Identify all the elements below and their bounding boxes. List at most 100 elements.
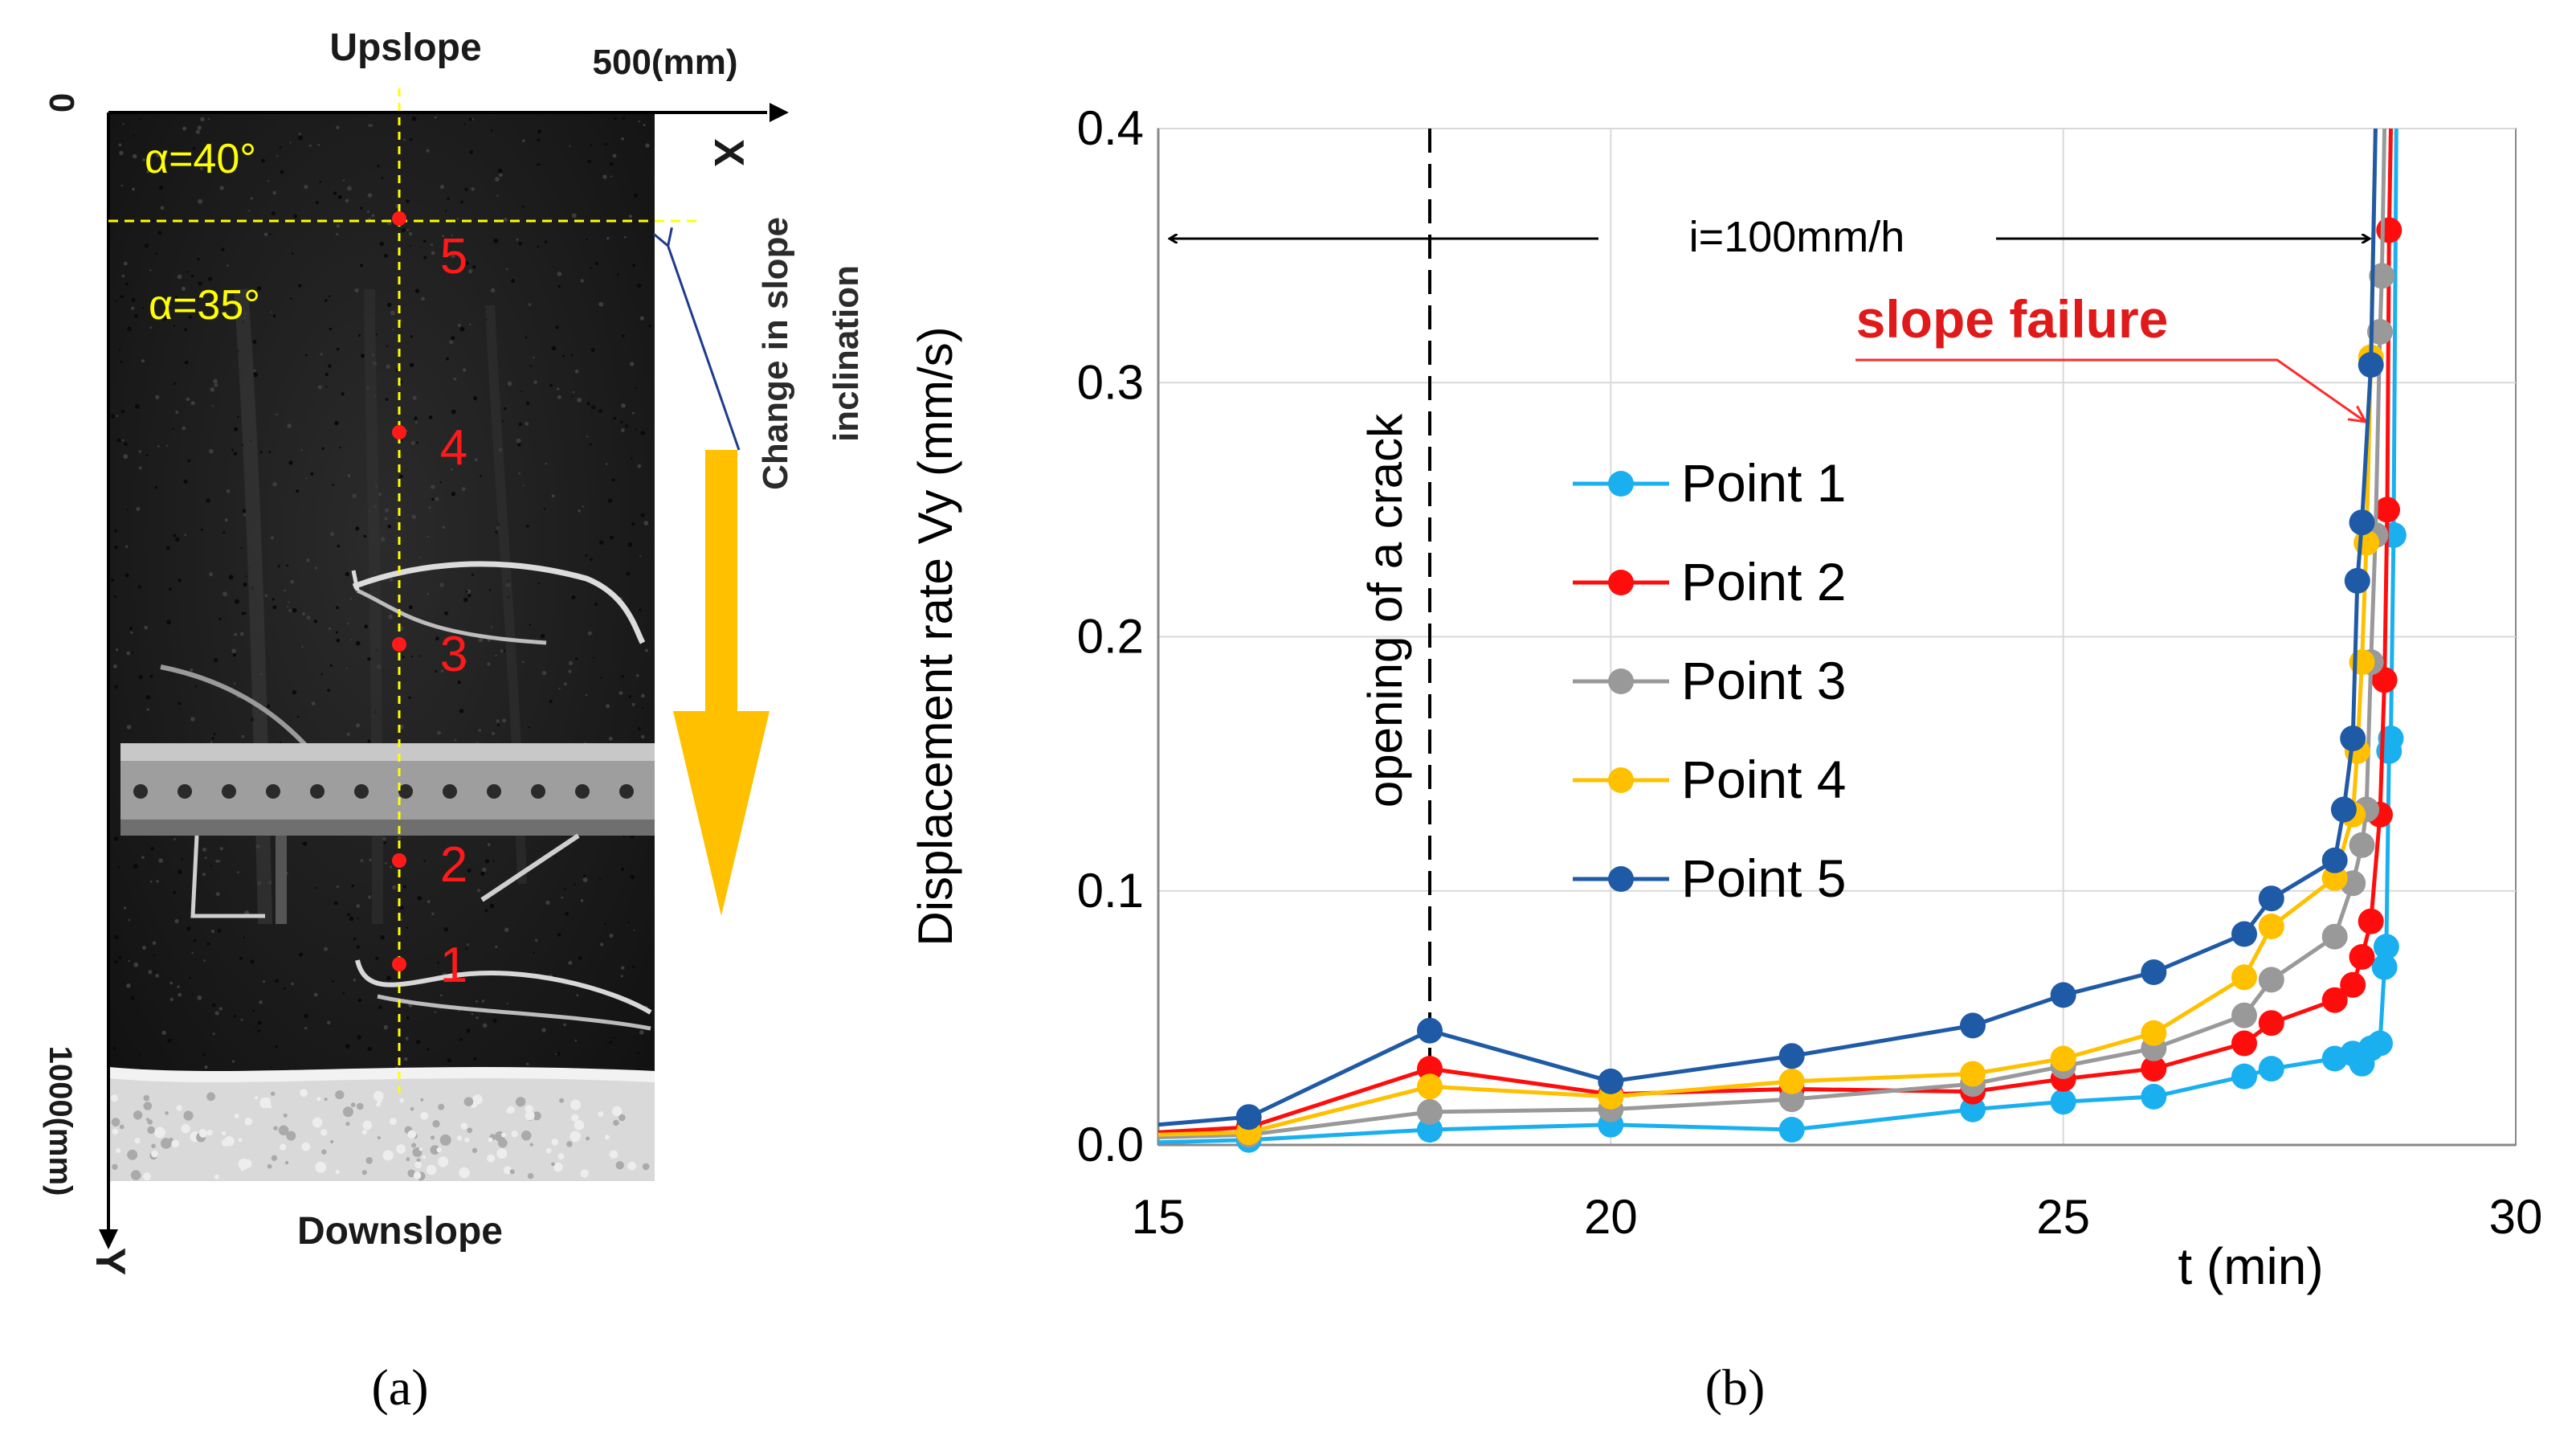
sandbag-grain: [430, 1145, 440, 1155]
tick-labels: 0.0 0.1 0.2 0.3 0.4 15 20 25 30: [1077, 101, 2543, 1244]
soil-grain: [346, 732, 350, 736]
sandbag-grain: [342, 1106, 353, 1118]
soil-grain: [120, 185, 124, 187]
soil-grain: [297, 715, 300, 718]
soil-grain: [174, 918, 179, 924]
soil-grain: [231, 448, 234, 452]
soil-grain: [206, 498, 210, 503]
soil-grain: [582, 505, 584, 508]
soil-grain: [299, 952, 303, 957]
data-point: [2340, 726, 2366, 751]
soil-grain: [437, 961, 439, 964]
soil-grain: [575, 657, 578, 660]
soil-grain: [492, 732, 495, 735]
soil-grain: [408, 605, 413, 610]
soil-grain: [239, 956, 243, 960]
soil-grain: [537, 582, 540, 584]
soil-grain: [248, 210, 251, 212]
soil-grain: [537, 129, 541, 134]
sandbag-grain: [147, 1119, 153, 1125]
soil-grain: [357, 1035, 361, 1040]
soil-grain: [314, 566, 317, 570]
soil-grain: [463, 123, 466, 125]
sandbag-grain: [116, 1147, 121, 1153]
panel-a-photo: 1 2 3 4 5 Upslope Downslope 500(mm) X Y 0 10…: [42, 27, 866, 1416]
soil-grain: [336, 232, 339, 236]
soil-grain: [403, 138, 406, 141]
sandbag-grain: [426, 1164, 437, 1175]
sandbag-grain: [335, 1090, 345, 1100]
soil-grain: [411, 116, 417, 121]
sandbag-grain: [271, 1091, 276, 1096]
soil-grain: [355, 640, 361, 646]
soil-grain: [381, 177, 384, 179]
soil-grain: [288, 601, 290, 603]
soil-grain: [128, 959, 130, 963]
soil-grain: [306, 558, 311, 562]
soil-grain: [232, 653, 237, 657]
soil-grain: [125, 573, 129, 578]
data-point: [1778, 1068, 1805, 1094]
soil-grain: [565, 911, 569, 916]
gridlines: [1158, 128, 2516, 1145]
soil-grain: [472, 265, 476, 269]
soil-grain: [426, 149, 430, 153]
sandbag-grain: [362, 1120, 373, 1130]
sandbag-grain: [525, 1110, 535, 1121]
soil-grain: [157, 231, 162, 235]
soil-grain: [505, 268, 508, 271]
soil-grain: [466, 589, 472, 594]
soil-grain: [138, 675, 143, 680]
soil-grain: [611, 478, 615, 482]
sandbag-grain: [459, 1167, 470, 1179]
soil-grain: [377, 165, 380, 168]
soil-grain: [423, 239, 427, 243]
data-point: [2258, 1010, 2284, 1036]
soil-grain: [609, 535, 614, 540]
soil-grain: [233, 452, 238, 456]
sandbag-grain: [566, 1141, 573, 1147]
sandbag-grain: [436, 1147, 442, 1153]
soil-grain: [275, 1045, 278, 1049]
soil-grain: [628, 215, 632, 219]
soil-grain: [553, 975, 557, 978]
soil-grain: [173, 890, 177, 894]
soil-grain: [586, 238, 588, 241]
soil-grain: [349, 639, 352, 641]
soil-grain: [200, 117, 205, 122]
sandbag-grain: [127, 1149, 138, 1160]
sandbag-grain: [416, 1158, 421, 1163]
soil-grain: [319, 181, 322, 183]
sandbag-grain: [414, 1161, 422, 1169]
data-point: [1778, 1086, 1805, 1113]
soil-grain: [623, 235, 627, 239]
soil-grain: [386, 345, 388, 347]
soil-grain: [304, 1013, 308, 1019]
soil-grain: [237, 415, 239, 418]
soil-grain: [602, 174, 607, 179]
soil-grain: [631, 521, 635, 526]
data-point: [2141, 959, 2167, 985]
soil-grain: [252, 1009, 255, 1012]
x-axis-label: X: [705, 139, 752, 167]
soil-grain: [138, 1053, 141, 1056]
data-point: [1417, 1117, 1443, 1143]
soil-grain: [145, 454, 149, 456]
bar-hole: [443, 784, 457, 799]
soil-grain: [256, 286, 262, 291]
soil-grain: [133, 134, 135, 137]
soil-grain: [186, 397, 190, 402]
soil-grain: [129, 627, 133, 631]
soil-grain: [476, 1000, 478, 1003]
soil-grain: [464, 187, 468, 191]
soil-grain: [339, 446, 341, 449]
soil-grain: [209, 572, 214, 577]
soil-grain: [332, 980, 335, 983]
soil-grain: [313, 619, 318, 624]
sandbag-grain: [618, 1114, 626, 1122]
soil-grain: [447, 1058, 451, 1063]
downslope-arrow: [673, 450, 770, 916]
soil-grain: [321, 447, 325, 450]
sandbag-grain: [515, 1097, 526, 1107]
